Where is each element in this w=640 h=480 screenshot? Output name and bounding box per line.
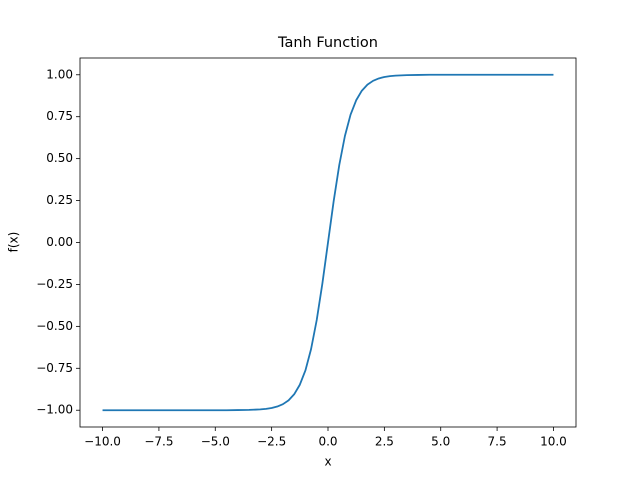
- y-tick-label: −0.50: [36, 319, 73, 333]
- x-tick-label: 5.0: [431, 435, 450, 449]
- x-tick-label: −5.0: [201, 435, 230, 449]
- x-tick-label: −7.5: [144, 435, 173, 449]
- y-tick-label: 0.75: [46, 109, 73, 123]
- y-tick-label: −0.25: [36, 277, 73, 291]
- plot-frame: [79, 57, 577, 428]
- y-tick-label: −1.00: [36, 403, 73, 417]
- line-series: [102, 73, 554, 412]
- x-tick-label: −2.5: [257, 435, 286, 449]
- chart-title: Tanh Function: [277, 35, 378, 51]
- x-tick-label: 10.0: [540, 435, 567, 449]
- x-tick-label: 0.0: [318, 435, 337, 449]
- y-tick-label: −0.75: [36, 361, 73, 375]
- y-tick-label: 0.25: [46, 193, 73, 207]
- y-tick-label: 0.00: [46, 235, 73, 249]
- x-tick-label: 2.5: [375, 435, 394, 449]
- y-axis-label: f(x): [7, 232, 21, 253]
- x-axis-label: x: [324, 455, 331, 469]
- y-tick-label: 1.00: [46, 67, 73, 81]
- x-tick-label: −10.0: [84, 435, 121, 449]
- x-tick-label: 7.5: [488, 435, 507, 449]
- y-tick-label: 0.50: [46, 151, 73, 165]
